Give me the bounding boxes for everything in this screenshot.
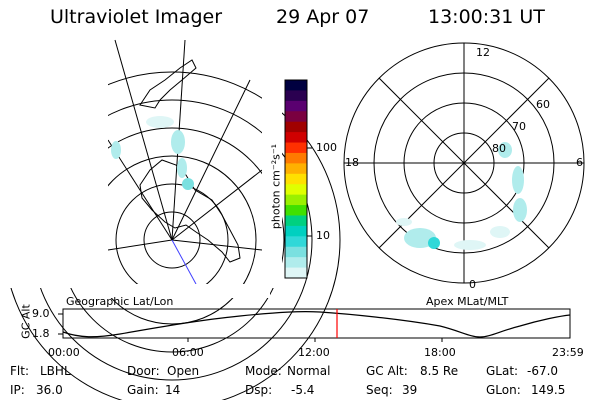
aurora-right [396, 142, 527, 250]
meridian [171, 239, 263, 251]
altitude-curve [62, 311, 571, 338]
timeline-x-tick-0600: 06:00 [172, 346, 204, 359]
satellite-track [171, 239, 197, 285]
glat-value: -67.0 [527, 364, 559, 378]
colorbar-band [285, 194, 307, 206]
lat-label-80: 80 [492, 142, 506, 155]
colorbar-band [285, 132, 307, 144]
aurora-left [111, 116, 194, 190]
gc-alt-value: 8.5 Re [420, 364, 459, 378]
colorbar-band [285, 267, 307, 279]
timeline-x-tick-1800: 18:00 [424, 346, 456, 359]
gain-label: Gain: [127, 383, 159, 397]
colorbar-unit-label: photon cm⁻²s⁻¹ [269, 143, 283, 230]
map-mask-right [262, 28, 282, 288]
colorbar-band [285, 257, 307, 269]
door-label: Door: [127, 364, 160, 378]
colorbar-band [285, 246, 307, 258]
meridian [114, 39, 173, 241]
colorbar-band [285, 205, 307, 216]
colorbar-band [285, 163, 307, 175]
map-mask-left [0, 28, 108, 288]
colorbar-band [285, 215, 307, 227]
colorbar-band [285, 121, 307, 133]
left-map-caption: Geographic Lat/Lon [66, 295, 174, 308]
map-mask-bottom [100, 284, 270, 298]
mlt-label-12: 12 [476, 46, 490, 59]
timeline-y-tick-low: 1.8 [32, 327, 50, 340]
mode-value: Normal [287, 364, 331, 378]
date-text: 29 Apr 07 [276, 6, 370, 28]
timeline-x-tick-2359: 23:59 [552, 346, 584, 359]
colorbar-band [285, 173, 307, 185]
door-value: Open [167, 364, 200, 378]
lat-circle [143, 211, 201, 269]
timeline-panel [58, 308, 571, 342]
colorbar-band [285, 184, 307, 196]
colorbar-band [285, 142, 307, 154]
colorbar-band [285, 152, 307, 164]
seq-label: Seq: [366, 383, 393, 397]
filter-value: LBHL [40, 364, 71, 378]
glon-value: 149.5 [531, 383, 566, 397]
colorbar-frame [284, 79, 308, 279]
meridian [171, 169, 263, 241]
landmass-outline [139, 59, 197, 109]
colorbar-band [285, 236, 307, 248]
colorbar-band [285, 111, 307, 123]
timeline-x-tick-1200: 12:00 [298, 346, 330, 359]
colorbar-band [285, 225, 307, 237]
colorbar-band [285, 100, 307, 112]
meridian [107, 239, 173, 251]
colorbar-tick-label-10: 10 [316, 229, 330, 242]
timeline-y-tick-high: 9.0 [32, 307, 50, 320]
lat-label-60: 60 [536, 98, 550, 111]
gain-value: 14 [165, 383, 181, 397]
colorbar-tick-label-100: 100 [316, 141, 337, 154]
timeline-y-label: GC Alt [19, 304, 33, 339]
time-text: 13:00:31 UT [428, 6, 545, 28]
ip-label: IP: [10, 383, 25, 397]
seq-value: 39 [402, 383, 418, 397]
glat-label: GLat: [486, 364, 519, 378]
right-map-caption: Apex MLat/MLT [426, 295, 509, 308]
colorbar [285, 80, 307, 279]
timeline-frame [62, 308, 571, 339]
lat-label-70: 70 [512, 120, 526, 133]
colorbar-band [285, 90, 307, 102]
instrument-title: Ultraviolet Imager [50, 6, 223, 28]
mlt-label-6: 6 [576, 156, 583, 169]
mlt-label-18: 18 [345, 156, 359, 169]
mode-label: Mode: [245, 364, 282, 378]
dsp-label: Dsp: [245, 383, 273, 397]
gc-alt-label: GC Alt: [366, 364, 408, 378]
mlt-label-0: 0 [469, 278, 476, 291]
meridian [171, 79, 251, 241]
filter-label: Flt: [10, 364, 29, 378]
dsp-value: -5.4 [291, 383, 315, 397]
timeline-x-tick-0000: 00:00 [48, 346, 80, 359]
ip-value: 36.0 [36, 383, 63, 397]
colorbar-band [285, 80, 307, 91]
glon-label: GLon: [486, 383, 521, 397]
geographic-map [3, 39, 341, 400]
